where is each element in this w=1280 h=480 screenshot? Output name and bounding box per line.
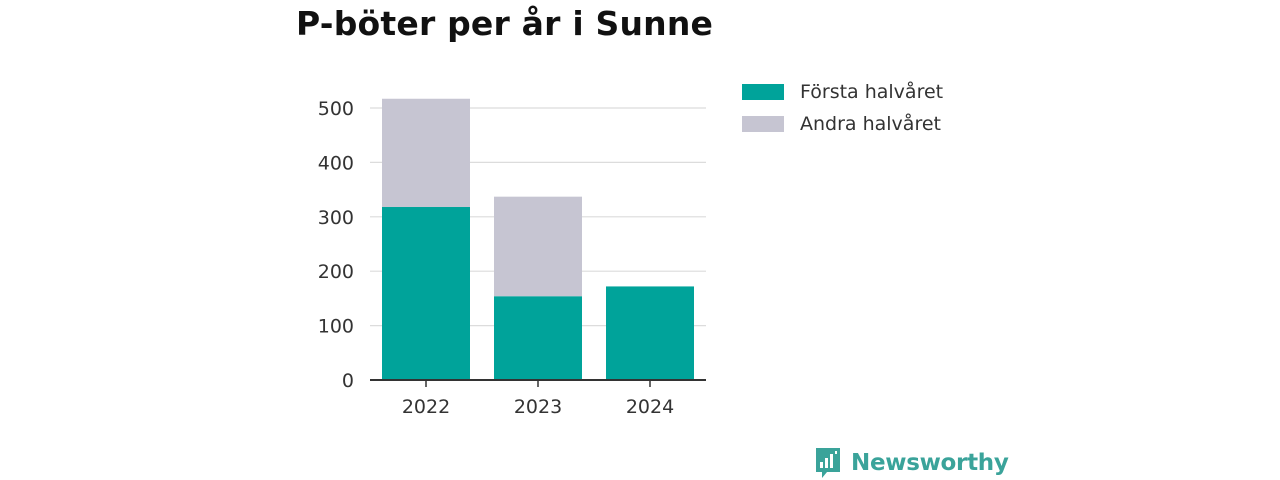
bar-2022-series-1 (382, 98, 470, 208)
y-tick-label-0: 0 (342, 370, 354, 392)
legend-item-andra: Andra halvåret (742, 108, 943, 140)
legend-swatch-forsta (742, 84, 784, 100)
brand: Newsworthy (814, 446, 1009, 480)
y-tick-label-400: 400 (318, 152, 354, 174)
chart-title: P-böter per år i Sunne (296, 4, 714, 43)
y-tick-label-300: 300 (318, 207, 354, 229)
y-axis-labels: 0 100 200 300 400 500 (318, 98, 354, 392)
x-axis-labels: 2022 2023 2024 (402, 396, 674, 418)
legend: Första halvåret Andra halvåret (742, 76, 943, 140)
x-axis-ticks (425, 380, 651, 387)
bar-2023-series-0 (494, 296, 582, 380)
bar-2024-series-0 (606, 286, 694, 380)
legend-item-forsta: Första halvåret (742, 76, 943, 108)
legend-label-forsta: Första halvåret (800, 81, 944, 103)
bar-2022-series-0 (382, 207, 470, 380)
legend-swatch-andra (742, 116, 784, 132)
x-tick-label-2024: 2024 (626, 396, 674, 418)
x-tick-label-2023: 2023 (514, 396, 562, 418)
y-tick-label-200: 200 (318, 261, 354, 283)
brand-name: Newsworthy (851, 450, 1009, 476)
bar-2023-series-1 (494, 196, 582, 297)
legend-label-andra: Andra halvåret (800, 113, 941, 135)
y-tick-label-500: 500 (318, 98, 354, 120)
x-tick-label-2022: 2022 (402, 396, 450, 418)
newsworthy-logo-icon (816, 448, 840, 478)
bars (382, 98, 694, 380)
y-tick-label-100: 100 (318, 316, 354, 338)
